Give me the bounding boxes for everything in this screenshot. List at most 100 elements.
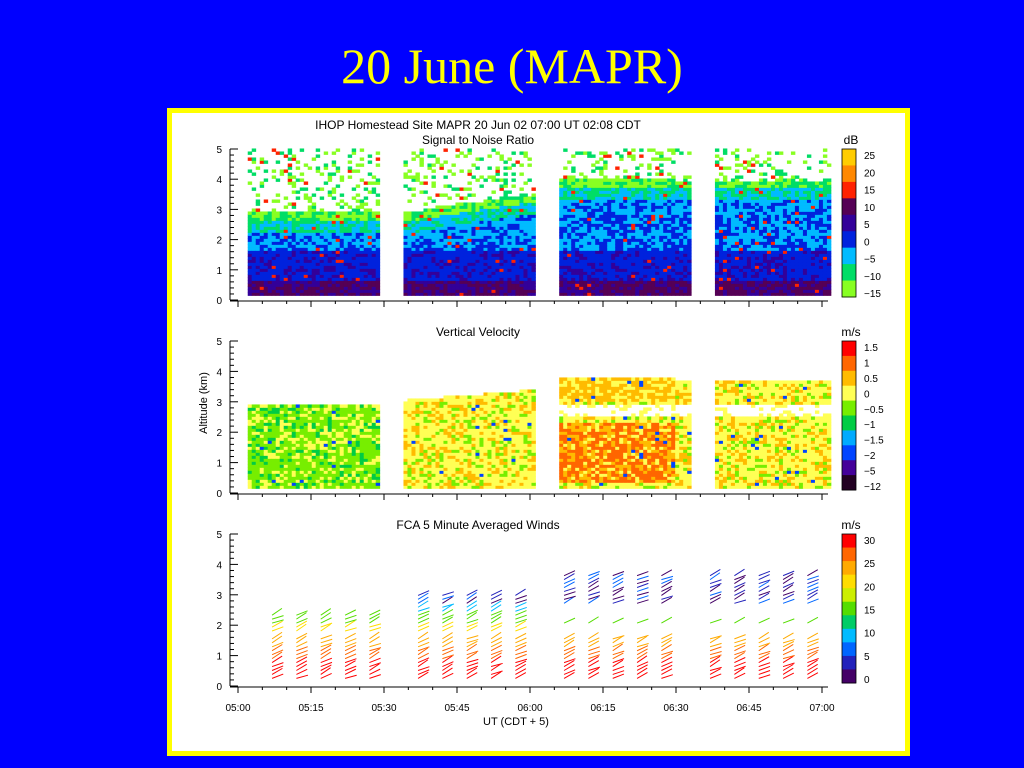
heatmap-cell xyxy=(770,217,776,221)
heatmap-cell xyxy=(603,271,608,275)
heatmap-cell xyxy=(595,181,600,185)
heatmap-cell xyxy=(810,268,816,272)
heatmap-cell xyxy=(714,289,720,293)
colorbar-swatch xyxy=(842,400,856,416)
heatmap-cell xyxy=(567,160,572,164)
heatmap-cell xyxy=(734,202,740,206)
heatmap-cell xyxy=(786,238,792,242)
heatmap-cell xyxy=(822,283,828,287)
heatmap-cell xyxy=(291,241,297,245)
heatmap-cell xyxy=(359,250,365,254)
heatmap-cell xyxy=(746,283,752,287)
heatmap-cell xyxy=(295,196,301,200)
heatmap-cell xyxy=(726,238,732,242)
heatmap-cell xyxy=(786,292,792,296)
heatmap-cell xyxy=(355,226,361,230)
heatmap-cell xyxy=(563,214,568,218)
heatmap-cell xyxy=(511,232,516,236)
heatmap-cell xyxy=(742,232,748,236)
heatmap-cell xyxy=(407,226,412,230)
heatmap-cell xyxy=(770,274,776,278)
heatmap-cell xyxy=(247,410,253,414)
heatmap-cell xyxy=(591,265,596,269)
heatmap-cell xyxy=(611,232,616,236)
heatmap-cell xyxy=(734,277,740,281)
heatmap-cell xyxy=(499,202,504,206)
heatmap-cell xyxy=(459,202,464,206)
heatmap-cell xyxy=(519,223,524,227)
heatmap-cell xyxy=(591,244,596,248)
heatmap-cell xyxy=(259,265,265,269)
heatmap-cell xyxy=(607,235,612,239)
heatmap-cell xyxy=(750,223,756,227)
heatmap-cell xyxy=(323,268,329,272)
heatmap-cell xyxy=(591,253,596,257)
heatmap-cell xyxy=(635,214,640,218)
heatmap-cell xyxy=(655,289,660,293)
heatmap-cell xyxy=(287,271,293,275)
heatmap-cell xyxy=(591,280,596,284)
heatmap-cell xyxy=(359,280,365,284)
heatmap-cell xyxy=(730,280,736,284)
heatmap-cell xyxy=(798,190,804,194)
heatmap-cell xyxy=(778,193,784,197)
heatmap-cell xyxy=(507,226,512,230)
heatmap-cell xyxy=(571,214,576,218)
heatmap-cell xyxy=(507,265,512,269)
heatmap-cell xyxy=(347,175,353,179)
heatmap-cell xyxy=(667,265,672,269)
heatmap-cell xyxy=(351,289,357,293)
heatmap-cell xyxy=(423,265,428,269)
heatmap-cell xyxy=(271,232,277,236)
heatmap-cell xyxy=(327,259,333,263)
heatmap-cell xyxy=(595,214,600,218)
heatmap-cell xyxy=(415,223,420,227)
heatmap-cell xyxy=(463,262,468,266)
heatmap-cell xyxy=(798,283,804,287)
heatmap-cell xyxy=(355,262,361,266)
heatmap-cell xyxy=(671,238,676,242)
heatmap-cell xyxy=(778,232,784,236)
heatmap-cell xyxy=(659,163,664,167)
heatmap-cell xyxy=(299,271,305,275)
heatmap-cell xyxy=(683,268,688,272)
heatmap-cell xyxy=(790,229,796,233)
heatmap-cell xyxy=(623,253,628,257)
heatmap-cell xyxy=(738,292,744,296)
heatmap-cell xyxy=(311,265,317,269)
heatmap-cell xyxy=(443,235,448,239)
heatmap-cell xyxy=(559,292,564,296)
heatmap-cell xyxy=(415,172,420,176)
heatmap-cell xyxy=(659,292,664,296)
heatmap-cell xyxy=(283,154,289,158)
heatmap-cell xyxy=(319,223,325,227)
heatmap-cell xyxy=(307,232,313,236)
heatmap-cell xyxy=(639,208,644,212)
heatmap-cell xyxy=(603,151,608,155)
heatmap-cell xyxy=(351,241,357,245)
colorbar-label: 25 xyxy=(864,151,876,162)
heatmap-cell xyxy=(491,283,496,287)
heatmap-cell xyxy=(687,259,692,263)
heatmap-cell xyxy=(714,268,720,272)
heatmap-cell xyxy=(475,271,480,275)
heatmap-cell xyxy=(667,184,672,188)
heatmap-cell xyxy=(523,214,528,218)
heatmap-cell xyxy=(463,202,468,206)
heatmap-cell xyxy=(503,283,508,287)
heatmap-cell xyxy=(447,289,452,293)
heatmap-cell xyxy=(435,205,440,209)
heatmap-cell xyxy=(323,151,329,155)
heatmap-cell xyxy=(427,283,432,287)
heatmap-cell xyxy=(734,163,740,167)
heatmap-cell xyxy=(247,446,253,450)
heatmap-cell xyxy=(479,175,484,179)
heatmap-cell xyxy=(483,286,488,290)
heatmap-cell xyxy=(643,220,648,224)
heatmap-cell xyxy=(758,244,764,248)
y-tick-label: 3 xyxy=(216,398,222,409)
heatmap-cell xyxy=(515,277,520,281)
heatmap-cell xyxy=(251,256,257,260)
heatmap-cell xyxy=(714,244,720,248)
heatmap-cell xyxy=(419,235,424,239)
